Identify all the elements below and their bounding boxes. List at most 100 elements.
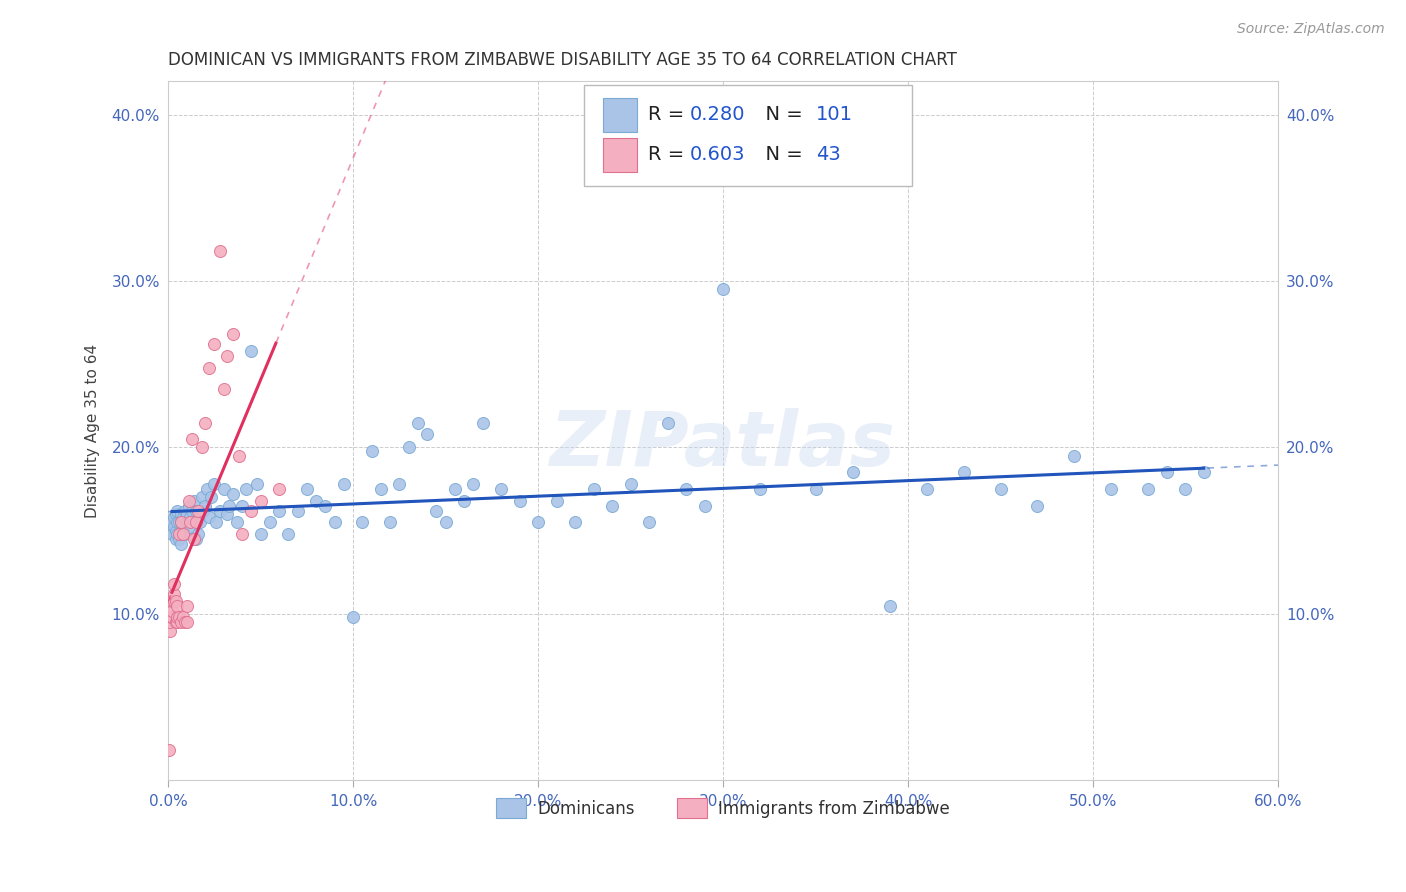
Point bbox=[165, 532, 187, 546]
Point bbox=[222, 487, 245, 501]
Point bbox=[582, 482, 605, 496]
Point bbox=[183, 493, 205, 508]
Point bbox=[187, 527, 209, 541]
Point bbox=[160, 516, 183, 530]
Point bbox=[380, 516, 402, 530]
Point bbox=[181, 504, 204, 518]
Point bbox=[194, 499, 217, 513]
Point bbox=[172, 527, 194, 541]
Point bbox=[157, 743, 180, 757]
Point bbox=[1137, 482, 1160, 496]
Point bbox=[160, 593, 183, 607]
Point bbox=[159, 624, 181, 638]
Point bbox=[183, 532, 205, 546]
Point bbox=[177, 499, 200, 513]
Point bbox=[287, 504, 309, 518]
Point bbox=[370, 482, 392, 496]
Point bbox=[179, 510, 201, 524]
Point bbox=[198, 510, 221, 524]
Point bbox=[169, 516, 191, 530]
Point bbox=[195, 482, 218, 496]
Point bbox=[434, 516, 457, 530]
Point bbox=[163, 520, 186, 534]
Text: 0.603: 0.603 bbox=[690, 145, 745, 164]
Point bbox=[333, 477, 356, 491]
Point bbox=[169, 527, 191, 541]
Point bbox=[181, 432, 204, 446]
Point bbox=[388, 477, 411, 491]
Text: R =: R = bbox=[648, 145, 690, 164]
Point bbox=[198, 360, 221, 375]
Point bbox=[352, 516, 374, 530]
Point bbox=[174, 615, 197, 630]
Point bbox=[160, 610, 183, 624]
Point bbox=[165, 524, 187, 538]
Point bbox=[187, 504, 209, 518]
Point bbox=[342, 610, 364, 624]
Point bbox=[509, 493, 531, 508]
Point bbox=[749, 482, 772, 496]
Point bbox=[166, 615, 188, 630]
Point bbox=[204, 477, 226, 491]
Point bbox=[163, 577, 186, 591]
Point bbox=[170, 615, 193, 630]
Point bbox=[218, 499, 240, 513]
Point bbox=[269, 504, 291, 518]
Text: 101: 101 bbox=[817, 105, 853, 124]
Point bbox=[172, 527, 194, 541]
Text: 0.280: 0.280 bbox=[690, 105, 745, 124]
FancyBboxPatch shape bbox=[585, 85, 911, 186]
Point bbox=[305, 493, 328, 508]
Point bbox=[314, 499, 336, 513]
Point bbox=[453, 493, 475, 508]
Point bbox=[841, 466, 863, 480]
Point bbox=[277, 527, 299, 541]
Point bbox=[804, 482, 827, 496]
Point bbox=[169, 610, 191, 624]
Point bbox=[952, 466, 974, 480]
Point bbox=[240, 343, 263, 358]
Point bbox=[172, 510, 194, 524]
Point bbox=[159, 615, 181, 630]
Point bbox=[675, 482, 697, 496]
FancyBboxPatch shape bbox=[603, 138, 637, 171]
Point bbox=[416, 427, 439, 442]
Point bbox=[249, 493, 271, 508]
Point bbox=[190, 491, 212, 505]
Point bbox=[600, 499, 623, 513]
Point bbox=[489, 482, 512, 496]
Point bbox=[231, 499, 253, 513]
Point bbox=[323, 516, 346, 530]
Point bbox=[166, 610, 188, 624]
Point bbox=[1192, 466, 1215, 480]
Point bbox=[398, 441, 420, 455]
Text: Source: ZipAtlas.com: Source: ZipAtlas.com bbox=[1237, 22, 1385, 37]
Point bbox=[259, 516, 281, 530]
Point bbox=[188, 516, 211, 530]
Point bbox=[406, 416, 429, 430]
Point bbox=[190, 441, 212, 455]
Text: DOMINICAN VS IMMIGRANTS FROM ZIMBABWE DISABILITY AGE 35 TO 64 CORRELATION CHART: DOMINICAN VS IMMIGRANTS FROM ZIMBABWE DI… bbox=[169, 51, 957, 69]
Point bbox=[246, 477, 269, 491]
Point bbox=[176, 507, 198, 521]
Point bbox=[527, 516, 550, 530]
Point bbox=[160, 527, 183, 541]
Point bbox=[217, 349, 239, 363]
Point bbox=[1026, 499, 1049, 513]
Point bbox=[564, 516, 586, 530]
Point bbox=[217, 507, 239, 521]
Point bbox=[176, 599, 198, 613]
Point bbox=[176, 615, 198, 630]
Y-axis label: Disability Age 35 to 64: Disability Age 35 to 64 bbox=[86, 343, 100, 518]
Point bbox=[1156, 466, 1178, 480]
Point bbox=[657, 416, 679, 430]
Point bbox=[546, 493, 568, 508]
Point bbox=[184, 516, 207, 530]
Point bbox=[879, 599, 901, 613]
Point bbox=[163, 510, 186, 524]
Point bbox=[295, 482, 318, 496]
Point bbox=[177, 493, 200, 508]
Text: 43: 43 bbox=[817, 145, 841, 164]
Point bbox=[425, 504, 447, 518]
Point bbox=[235, 482, 257, 496]
